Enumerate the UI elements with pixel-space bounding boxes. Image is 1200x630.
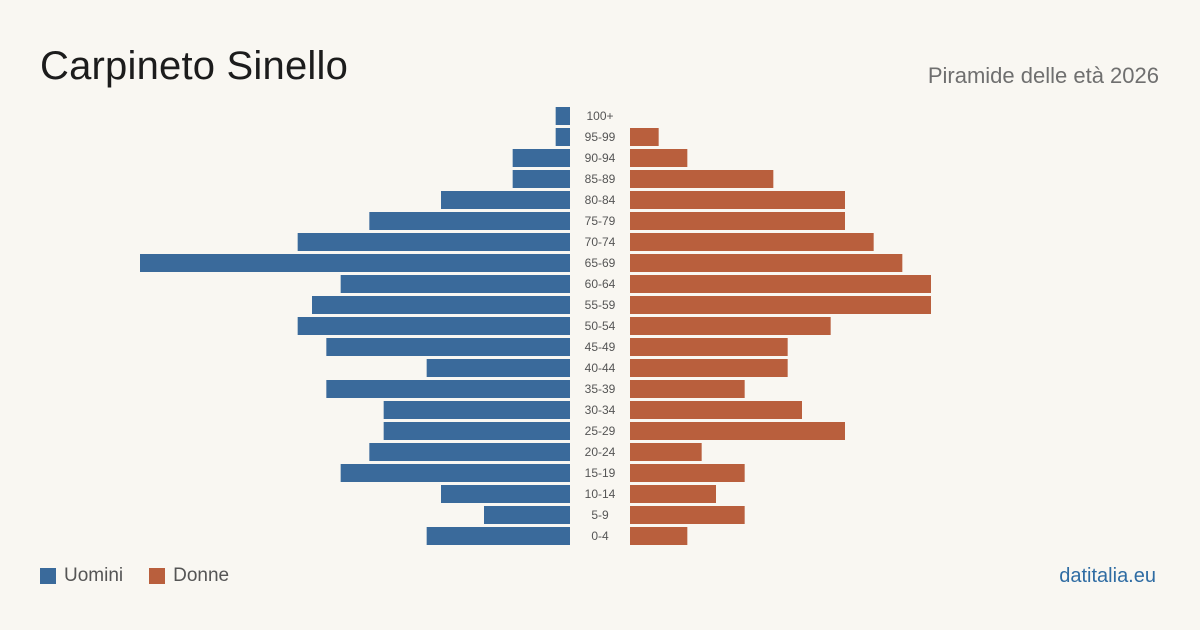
bar-men-50-54 bbox=[297, 317, 570, 335]
age-label-25-29: 25-29 bbox=[585, 424, 616, 438]
bar-women-5-9 bbox=[630, 506, 745, 524]
age-label-85-89: 85-89 bbox=[585, 172, 616, 186]
bar-men-15-19 bbox=[340, 464, 570, 482]
age-label-100+: 100+ bbox=[586, 109, 613, 123]
bar-women-80-84 bbox=[630, 191, 845, 209]
bar-women-70-74 bbox=[630, 233, 874, 251]
bar-men-35-39 bbox=[326, 380, 570, 398]
bar-men-10-14 bbox=[441, 485, 570, 503]
age-label-10-14: 10-14 bbox=[585, 487, 616, 501]
age-label-55-59: 55-59 bbox=[585, 298, 616, 312]
bar-women-0-4 bbox=[630, 527, 688, 545]
bar-women-85-89 bbox=[630, 170, 774, 188]
age-label-20-24: 20-24 bbox=[585, 445, 616, 459]
bar-women-15-19 bbox=[630, 464, 745, 482]
bar-women-35-39 bbox=[630, 380, 745, 398]
age-label-90-94: 90-94 bbox=[585, 151, 616, 165]
age-label-35-39: 35-39 bbox=[585, 382, 616, 396]
bar-men-65-69 bbox=[140, 254, 570, 272]
bar-women-65-69 bbox=[630, 254, 903, 272]
chart-legend: Uomini Donne bbox=[40, 565, 255, 587]
legend-label-men: Uomini bbox=[64, 565, 124, 586]
age-label-30-34: 30-34 bbox=[585, 403, 616, 417]
legend-swatch-men bbox=[40, 568, 56, 584]
bar-women-10-14 bbox=[630, 485, 716, 503]
age-label-65-69: 65-69 bbox=[585, 256, 616, 270]
bar-men-5-9 bbox=[484, 506, 570, 524]
bar-men-55-59 bbox=[312, 296, 570, 314]
bar-men-40-44 bbox=[426, 359, 570, 377]
legend-item-women: Donne bbox=[149, 565, 229, 587]
age-label-60-64: 60-64 bbox=[585, 277, 616, 291]
legend-swatch-women bbox=[149, 568, 166, 584]
bar-men-75-79 bbox=[369, 212, 570, 230]
bar-men-85-89 bbox=[512, 170, 570, 188]
age-label-5-9: 5-9 bbox=[591, 508, 609, 522]
bar-women-50-54 bbox=[630, 317, 831, 335]
bar-men-20-24 bbox=[369, 443, 570, 461]
bar-men-90-94 bbox=[512, 149, 570, 167]
age-label-0-4: 0-4 bbox=[591, 529, 609, 543]
age-label-40-44: 40-44 bbox=[585, 361, 616, 375]
bar-men-80-84 bbox=[441, 191, 570, 209]
bar-women-95-99 bbox=[630, 128, 659, 146]
bar-women-60-64 bbox=[630, 275, 931, 293]
legend-item-men: Uomini bbox=[40, 565, 123, 587]
bar-men-0-4 bbox=[426, 527, 570, 545]
bar-men-25-29 bbox=[383, 422, 570, 440]
bar-women-55-59 bbox=[630, 296, 931, 314]
page-subtitle: Piramide delle età 2026 bbox=[927, 63, 1159, 88]
bar-women-30-34 bbox=[630, 401, 802, 419]
age-label-50-54: 50-54 bbox=[585, 319, 616, 333]
bar-men-30-34 bbox=[383, 401, 570, 419]
bar-men-60-64 bbox=[340, 275, 570, 293]
page-title: Carpineto Sinello bbox=[40, 44, 349, 88]
bar-women-75-79 bbox=[630, 212, 845, 230]
bar-men-100+ bbox=[555, 107, 570, 125]
age-label-45-49: 45-49 bbox=[585, 340, 616, 354]
age-label-95-99: 95-99 bbox=[585, 130, 616, 144]
age-label-15-19: 15-19 bbox=[585, 466, 616, 480]
legend-label-women: Donne bbox=[173, 565, 230, 586]
bar-women-90-94 bbox=[630, 149, 688, 167]
bar-men-95-99 bbox=[555, 128, 570, 146]
bar-women-45-49 bbox=[630, 338, 788, 356]
bar-women-25-29 bbox=[630, 422, 845, 440]
age-label-70-74: 70-74 bbox=[585, 235, 616, 249]
bar-women-20-24 bbox=[630, 443, 702, 461]
bar-women-40-44 bbox=[630, 359, 788, 377]
source-link[interactable]: datitalia.eu bbox=[1059, 565, 1156, 587]
bar-men-70-74 bbox=[297, 233, 570, 251]
age-label-75-79: 75-79 bbox=[585, 214, 616, 228]
bar-men-45-49 bbox=[326, 338, 570, 356]
age-label-80-84: 80-84 bbox=[585, 193, 616, 207]
